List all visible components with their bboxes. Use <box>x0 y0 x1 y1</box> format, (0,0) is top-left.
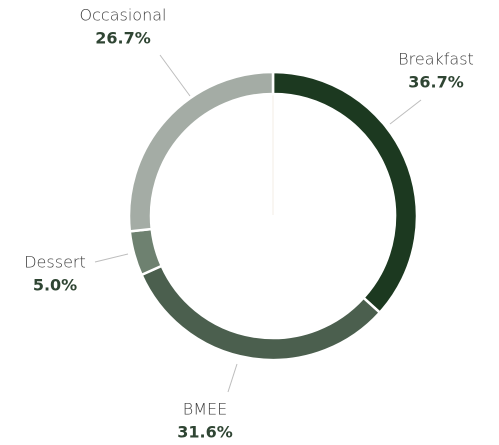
donut-segment <box>271 70 419 315</box>
segment-label: BMEE <box>183 400 228 419</box>
donut-segment <box>139 264 382 362</box>
leader-line <box>159 54 191 97</box>
segment-value: 26.7% <box>95 29 151 48</box>
leader-line <box>94 253 129 263</box>
segment-value: 36.7% <box>408 73 464 92</box>
segment-label: Dessert <box>24 253 86 272</box>
segment-value: 5.0% <box>33 276 77 295</box>
segment-value: 31.6% <box>177 423 233 442</box>
donut-segment <box>128 227 164 277</box>
segment-label: Occasional <box>80 6 167 25</box>
segment-label: Breakfast <box>398 50 474 69</box>
donut-segment <box>127 70 275 233</box>
leader-line <box>227 363 238 393</box>
leader-line <box>389 99 422 125</box>
